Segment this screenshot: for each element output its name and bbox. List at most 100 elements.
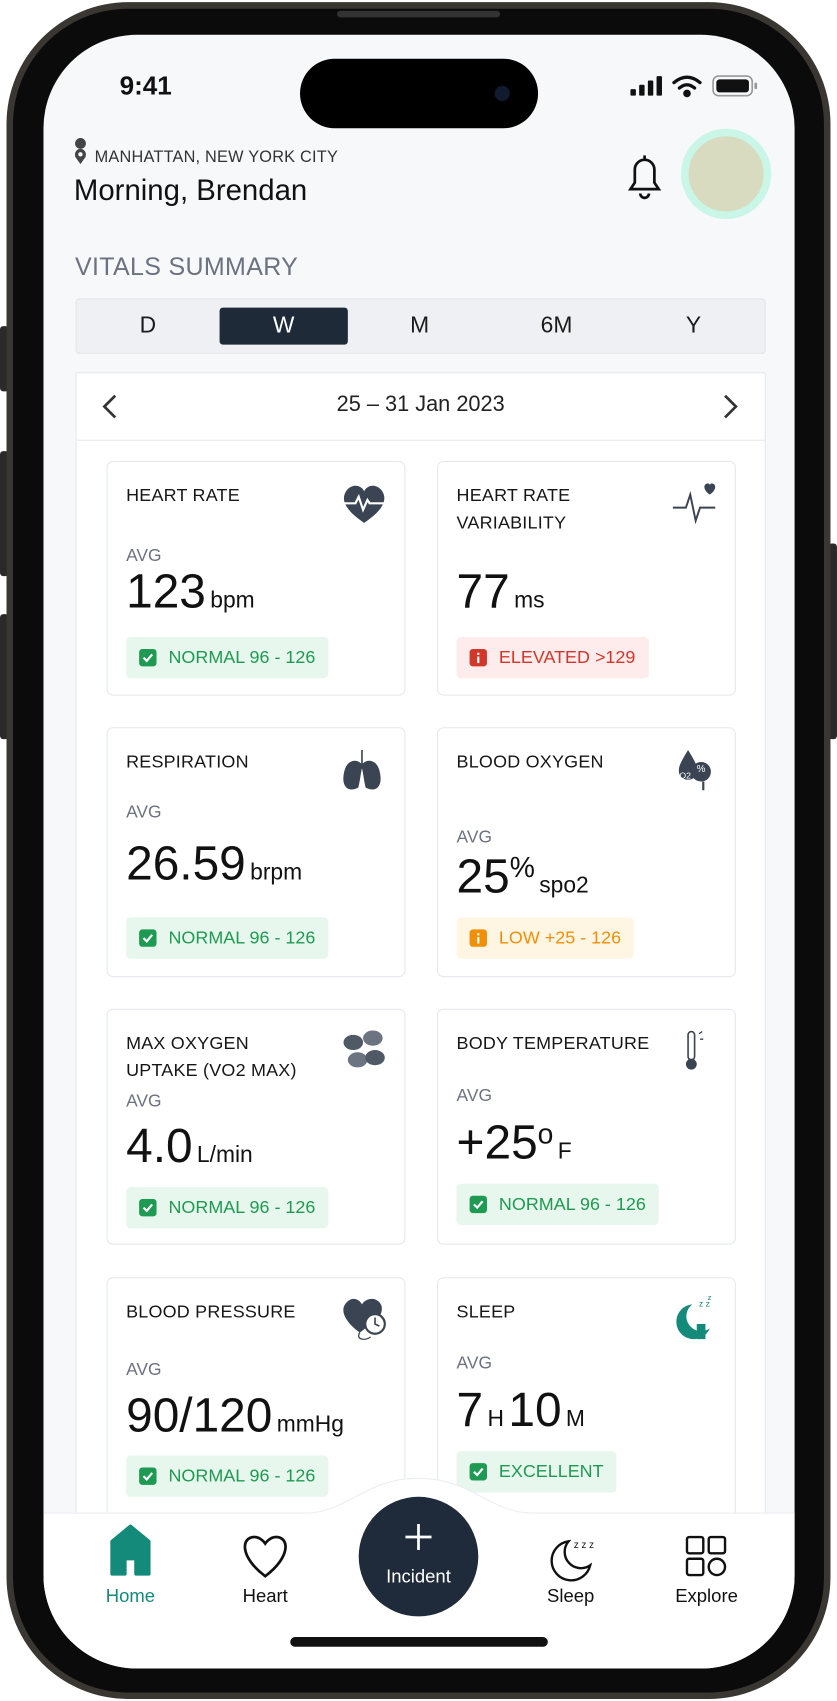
card-value: 123 bpm bbox=[126, 565, 259, 619]
sleep-icon[interactable] bbox=[550, 1539, 593, 1582]
value-part: M bbox=[565, 1406, 585, 1432]
vital-card[interactable]: BLOOD PRESSURE AVG 90/120 mmHg NORMAL 96 - 1… bbox=[106, 1277, 406, 1539]
card-title: RESPIRATION bbox=[126, 749, 249, 776]
avg-label: AVG bbox=[456, 828, 492, 847]
value-part: 25 bbox=[456, 850, 510, 904]
value-part: brpm bbox=[250, 859, 303, 885]
card-icon: O2% bbox=[678, 750, 711, 791]
vital-card[interactable]: HEART RATE VARIABILITY 77 ms ELEVATED >129 bbox=[436, 460, 736, 696]
nav-label[interactable]: Incident bbox=[386, 1566, 451, 1588]
status-icon bbox=[469, 1195, 487, 1214]
svg-text:z: z bbox=[708, 1296, 712, 1302]
card-title: MAX OXYGEN UPTAKE (VO2 MAX) bbox=[126, 1030, 297, 1084]
svg-text:%: % bbox=[697, 764, 706, 775]
card-title: BLOOD OXYGEN bbox=[457, 749, 604, 776]
card-icon bbox=[343, 1298, 386, 1340]
value-part: +25 bbox=[456, 1116, 538, 1170]
value-part: 90/120 bbox=[126, 1389, 273, 1443]
status-badge: ELEVATED >129 bbox=[456, 636, 649, 679]
signal-icon bbox=[630, 76, 662, 96]
card-title-line: RESPIRATION bbox=[126, 752, 249, 772]
status-badge: EXCELLENT bbox=[456, 1451, 617, 1493]
date-range: 25 – 31 Jan 2023 bbox=[336, 392, 505, 417]
value-part: mmHg bbox=[276, 1412, 344, 1438]
svg-text:z z z: z z z bbox=[574, 1540, 594, 1551]
vital-card[interactable]: BODY TEMPERATURE AVG +25oF NORMAL 96 - 126 bbox=[436, 1008, 736, 1245]
card-title: SLEEP bbox=[457, 1299, 516, 1326]
card-title-line: BLOOD OXYGEN bbox=[456, 752, 604, 772]
avatar[interactable] bbox=[681, 128, 772, 220]
status-icon bbox=[139, 929, 157, 947]
status-text: NORMAL 96 - 126 bbox=[168, 1197, 316, 1217]
status-time: 9:41 bbox=[119, 71, 172, 102]
card-title-line: HEART RATE bbox=[126, 485, 240, 506]
card-value: 26.59 brpm bbox=[126, 837, 306, 891]
explore-icon[interactable] bbox=[685, 1535, 727, 1577]
avg-label: AVG bbox=[126, 1092, 162, 1111]
value-part: spo2 bbox=[539, 872, 589, 898]
svg-text:O2: O2 bbox=[679, 770, 691, 780]
status-text: NORMAL 96 - 126 bbox=[168, 647, 316, 667]
tab[interactable]: W bbox=[219, 307, 348, 345]
card-value: +25oF bbox=[457, 1116, 577, 1170]
greeting: Morning, Brendan bbox=[73, 173, 308, 207]
svg-text:z z: z z bbox=[699, 1299, 710, 1309]
status-icon bbox=[469, 648, 487, 667]
status-badge: NORMAL 96 - 126 bbox=[126, 1455, 329, 1497]
tab[interactable]: 6M bbox=[540, 313, 573, 339]
next-arrow[interactable] bbox=[724, 394, 738, 419]
vital-card[interactable]: RESPIRATION AVG 26.59 brpm NORMAL 96 - 126 bbox=[106, 727, 406, 978]
card-title: BODY TEMPERATURE bbox=[457, 1030, 650, 1057]
card-title: HEART RATE bbox=[126, 483, 240, 510]
card-title-line: HEART RATE bbox=[456, 485, 571, 506]
card-value: 4.0 L/min bbox=[126, 1120, 257, 1174]
tab[interactable]: M bbox=[410, 313, 430, 339]
status-badge: NORMAL 96 - 126 bbox=[456, 1183, 659, 1226]
card-icon bbox=[343, 750, 381, 790]
nav-label[interactable]: Heart bbox=[242, 1585, 288, 1607]
value-part: 26.59 bbox=[126, 836, 246, 891]
card-title-line: SLEEP bbox=[456, 1302, 516, 1322]
bell-icon[interactable] bbox=[627, 155, 662, 200]
prev-arrow[interactable] bbox=[102, 394, 117, 419]
card-icon bbox=[672, 483, 716, 525]
value-part: 10 bbox=[508, 1383, 562, 1438]
value-part: 77 bbox=[456, 565, 510, 619]
dynamic-island bbox=[300, 58, 539, 129]
status-text: EXCELLENT bbox=[498, 1461, 604, 1482]
tab[interactable]: Y bbox=[685, 313, 702, 339]
avg-label: AVG bbox=[126, 1360, 162, 1380]
status-badge: NORMAL 96 - 126 bbox=[126, 636, 329, 679]
card-title: BLOOD PRESSURE bbox=[126, 1299, 296, 1326]
status-text: NORMAL 96 - 126 bbox=[168, 1465, 316, 1486]
status-icon bbox=[469, 929, 487, 947]
vital-card[interactable]: SLEEP z z z AVG 7 H10 M EXCELLENT bbox=[436, 1277, 736, 1539]
card-title-line: BODY TEMPERATURE bbox=[456, 1033, 650, 1054]
status-badge: NORMAL 96 - 126 bbox=[126, 1187, 329, 1229]
nav-label[interactable]: Sleep bbox=[547, 1585, 595, 1607]
status-icon bbox=[139, 1198, 157, 1217]
value-part: o bbox=[537, 1117, 554, 1151]
vital-card[interactable]: HEART RATE AVG 123 bpm NORMAL 96 - 126 bbox=[106, 460, 406, 696]
card-title-line: BLOOD PRESSURE bbox=[126, 1302, 296, 1322]
battery-icon bbox=[712, 75, 758, 97]
value-part: bpm bbox=[210, 588, 255, 614]
section-title: VITALS SUMMARY bbox=[75, 252, 299, 281]
heart-icon[interactable] bbox=[243, 1535, 287, 1578]
status-icon bbox=[139, 648, 157, 667]
nav-label[interactable]: Home bbox=[105, 1585, 156, 1607]
status-text: ELEVATED >129 bbox=[498, 647, 636, 667]
home-icon[interactable] bbox=[110, 1524, 151, 1576]
incident-button[interactable] bbox=[358, 1496, 479, 1617]
status-icon bbox=[469, 1463, 487, 1481]
nav-label[interactable]: Explore bbox=[675, 1585, 738, 1607]
status-badge: LOW +25 - 126 bbox=[456, 917, 635, 959]
status-text: NORMAL 96 - 126 bbox=[498, 1194, 646, 1214]
status-text: LOW +25 - 126 bbox=[498, 927, 622, 948]
vital-card[interactable]: BLOOD OXYGEN O2% AVG 25% spo2 LOW +25 - 126 bbox=[436, 727, 736, 978]
vital-card[interactable]: MAX OXYGEN UPTAKE (VO2 MAX) AVG 4.0 L/min NOR… bbox=[106, 1008, 406, 1245]
tab[interactable]: D bbox=[139, 313, 157, 339]
card-value: 7 H10 M bbox=[457, 1384, 590, 1438]
